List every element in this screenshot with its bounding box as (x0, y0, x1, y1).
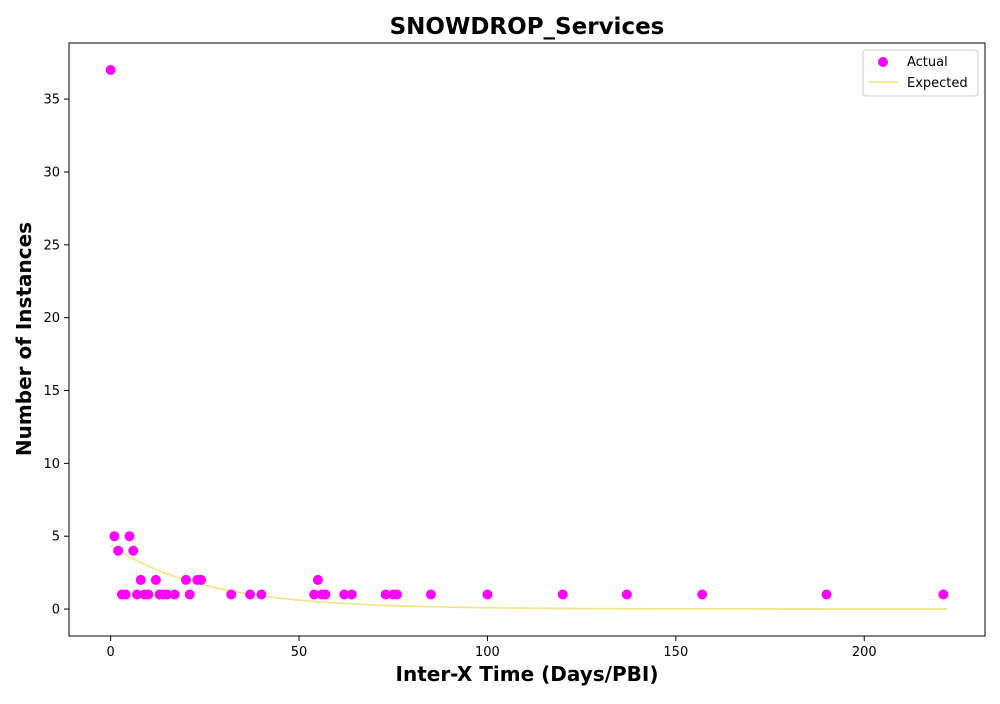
y-axis-label: Number of Instances (12, 222, 36, 456)
expected-line-layer (110, 544, 948, 610)
actual-point (938, 589, 949, 600)
expected-line (110, 544, 948, 610)
actual-point (143, 589, 154, 600)
actual-point (312, 574, 323, 585)
actual-point (309, 589, 320, 600)
y-tick-label: 10 (43, 457, 60, 472)
x-tick-label: 0 (106, 645, 114, 660)
actual-point (132, 589, 143, 600)
actual-point (392, 589, 402, 600)
x-tick-label: 50 (291, 645, 308, 660)
actual-point (113, 545, 124, 556)
x-tick-label: 200 (852, 645, 877, 660)
actual-point (181, 574, 191, 585)
actual-point (346, 589, 357, 600)
y-tick-label: 5 (52, 530, 60, 545)
actual-points-layer (105, 64, 949, 600)
actual-point (169, 589, 180, 600)
actual-point (120, 589, 131, 600)
actual-point (256, 589, 267, 600)
actual-point (162, 589, 173, 600)
y-tick-label: 25 (43, 238, 60, 253)
plot-frame (68, 42, 986, 637)
chart-title: SNOWDROP_Services (390, 14, 665, 40)
x-axis-label: Inter-X Time (Days/PBI) (396, 662, 659, 686)
actual-point (105, 64, 116, 75)
actual-point (128, 545, 139, 556)
y-tick-label: 35 (43, 93, 60, 108)
axis-ticks: 0 50 100 150 200 0 5 10 15 20 25 30 35 (43, 93, 876, 660)
actual-point (196, 574, 207, 585)
actual-point (109, 531, 120, 542)
y-tick-label: 15 (43, 384, 60, 399)
legend-expected-label: Expected (907, 76, 968, 91)
x-tick-label: 100 (475, 645, 500, 660)
actual-point (425, 589, 436, 600)
actual-point (150, 574, 161, 585)
legend-actual-marker (878, 57, 888, 67)
actual-point (557, 589, 568, 600)
actual-point (339, 589, 350, 600)
actual-point (124, 531, 135, 542)
y-tick-label: 0 (52, 603, 60, 618)
actual-point (184, 589, 195, 600)
y-tick-label: 20 (43, 311, 60, 326)
actual-point (135, 574, 146, 585)
x-tick-label: 150 (663, 645, 688, 660)
legend-box (862, 49, 979, 97)
legend-actual-label: Actual (907, 55, 948, 70)
actual-point (320, 589, 331, 600)
actual-point (226, 589, 237, 600)
y-tick-label: 30 (43, 165, 60, 180)
actual-point (821, 589, 832, 600)
actual-point (697, 589, 708, 600)
actual-point (380, 589, 391, 600)
actual-point (482, 589, 493, 600)
legend: Actual Expected (862, 49, 979, 97)
actual-point (621, 589, 632, 600)
actual-point (245, 589, 256, 600)
